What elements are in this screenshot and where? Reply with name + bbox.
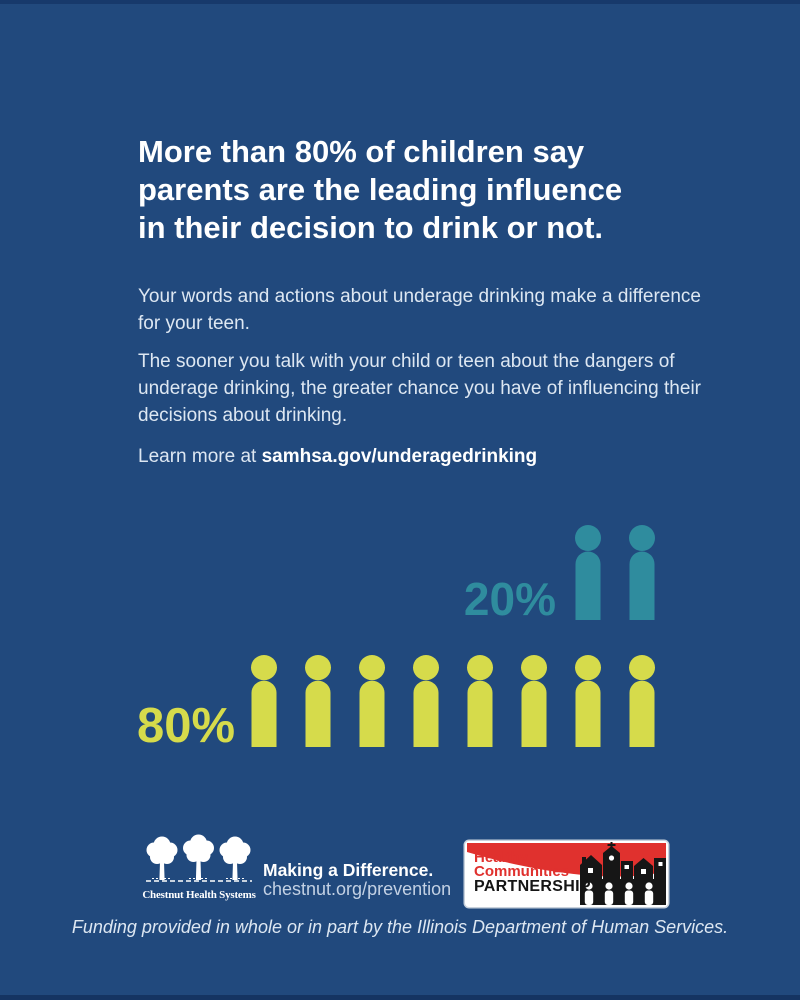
person-icon: [467, 655, 493, 747]
tagline: Making a Difference.: [263, 860, 434, 880]
headline: More than 80% of children say parents ar…: [138, 134, 623, 245]
chestnut-trees-logo: [146, 834, 252, 882]
person-icon: [305, 655, 331, 747]
hcp-logo-art: [467, 842, 666, 905]
person-icon: [521, 655, 547, 747]
samhsa-url: samhsa.gov/underagedrinking: [261, 446, 538, 467]
hcp-communities: Communities: [474, 863, 570, 880]
hcp-partnership: PARTNERSHIP: [474, 878, 591, 895]
chestnut-logo-label: Chestnut Health Systems: [142, 889, 256, 901]
funding-disclaimer: Funding provided in whole or in part by …: [71, 917, 729, 937]
learn-more-line: Learn more at samhsa.gov/underagedrinkin…: [138, 443, 537, 470]
pictograph-row-20: [573, 525, 657, 620]
top-border: [0, 0, 800, 4]
body-paragraph-2: The sooner you talk with your child or t…: [138, 351, 701, 426]
person-icon: [575, 525, 601, 620]
person-icon: [575, 655, 601, 747]
person-icon: [413, 655, 439, 747]
person-icon: [629, 655, 655, 747]
person-icon: [251, 655, 277, 747]
chestnut-url: chestnut.org/prevention: [263, 879, 452, 899]
hcp-healthy: Healthy: [474, 849, 529, 866]
label-20-percent: 20%: [463, 573, 556, 625]
label-80-percent: 80%: [137, 699, 236, 753]
pictograph-row-80: [249, 655, 657, 747]
learn-more-prefix: Learn more at: [138, 446, 262, 467]
person-icon: [629, 525, 655, 620]
body-paragraph-1: Your words and actions about underage dr…: [138, 286, 701, 334]
person-icon: [359, 655, 385, 747]
bottom-border: [0, 995, 800, 1000]
healthy-communities-partnership-logo: Healthy Communities PARTNERSHIP: [465, 841, 668, 907]
